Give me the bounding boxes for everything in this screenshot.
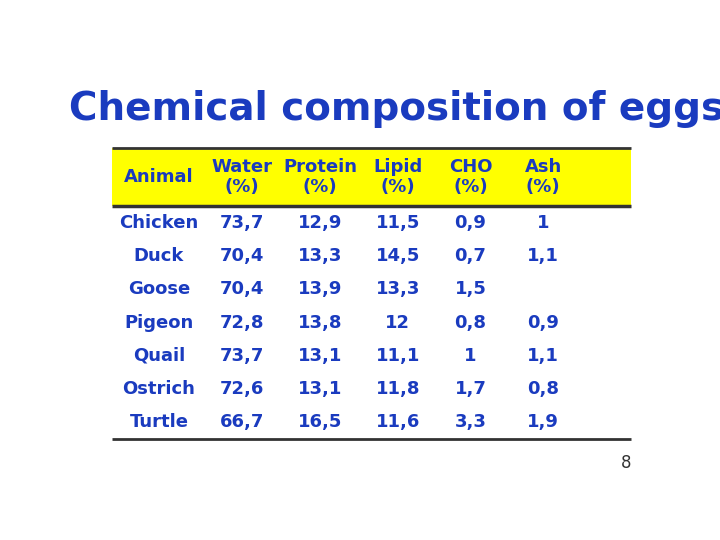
- Text: Water
(%): Water (%): [212, 158, 273, 197]
- Text: 1: 1: [464, 347, 477, 365]
- Text: 11,6: 11,6: [376, 414, 420, 431]
- Text: 13,9: 13,9: [297, 280, 342, 298]
- Text: 14,5: 14,5: [376, 247, 420, 265]
- Text: 1: 1: [537, 214, 549, 232]
- Text: 13,1: 13,1: [297, 347, 342, 365]
- Text: 0,9: 0,9: [527, 314, 559, 332]
- Text: 73,7: 73,7: [220, 347, 264, 365]
- Text: 8: 8: [621, 454, 631, 472]
- Text: Ostrich: Ostrich: [122, 380, 195, 398]
- Text: 13,3: 13,3: [376, 280, 420, 298]
- Text: Protein
(%): Protein (%): [283, 158, 357, 197]
- Text: 11,8: 11,8: [376, 380, 420, 398]
- Text: Animal: Animal: [125, 168, 194, 186]
- Text: Duck: Duck: [134, 247, 184, 265]
- Text: Quail: Quail: [133, 347, 185, 365]
- Text: 72,6: 72,6: [220, 380, 264, 398]
- Text: 0,7: 0,7: [454, 247, 486, 265]
- Text: Lipid
(%): Lipid (%): [373, 158, 423, 197]
- Text: 13,8: 13,8: [297, 314, 342, 332]
- Text: 70,4: 70,4: [220, 280, 264, 298]
- Text: Goose: Goose: [128, 280, 190, 298]
- Text: 3,3: 3,3: [454, 414, 486, 431]
- Text: 12: 12: [385, 314, 410, 332]
- Text: 66,7: 66,7: [220, 414, 264, 431]
- Text: 11,1: 11,1: [376, 347, 420, 365]
- Text: 0,9: 0,9: [454, 214, 486, 232]
- Text: 1,1: 1,1: [527, 347, 559, 365]
- Text: 70,4: 70,4: [220, 247, 264, 265]
- Text: Chemical composition of eggs: Chemical composition of eggs: [69, 90, 720, 128]
- Text: Ash
(%): Ash (%): [524, 158, 562, 197]
- Text: Turtle: Turtle: [130, 414, 189, 431]
- Text: 13,1: 13,1: [297, 380, 342, 398]
- Text: 1,7: 1,7: [454, 380, 486, 398]
- Text: 11,5: 11,5: [376, 214, 420, 232]
- Text: 1,9: 1,9: [527, 414, 559, 431]
- Text: 0,8: 0,8: [527, 380, 559, 398]
- Text: 0,8: 0,8: [454, 314, 487, 332]
- Text: 12,9: 12,9: [297, 214, 342, 232]
- Text: 1,1: 1,1: [527, 247, 559, 265]
- Text: CHO
(%): CHO (%): [449, 158, 492, 197]
- Text: 1,5: 1,5: [454, 280, 486, 298]
- Text: 73,7: 73,7: [220, 214, 264, 232]
- Text: Pigeon: Pigeon: [125, 314, 194, 332]
- Text: 13,3: 13,3: [297, 247, 342, 265]
- Text: 16,5: 16,5: [297, 414, 342, 431]
- Text: 72,8: 72,8: [220, 314, 264, 332]
- Bar: [112, 148, 631, 206]
- Text: Chicken: Chicken: [120, 214, 199, 232]
